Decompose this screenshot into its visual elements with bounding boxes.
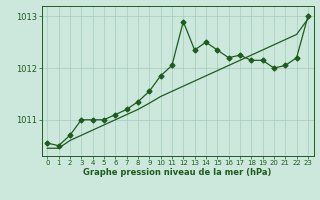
X-axis label: Graphe pression niveau de la mer (hPa): Graphe pression niveau de la mer (hPa)	[84, 168, 272, 177]
